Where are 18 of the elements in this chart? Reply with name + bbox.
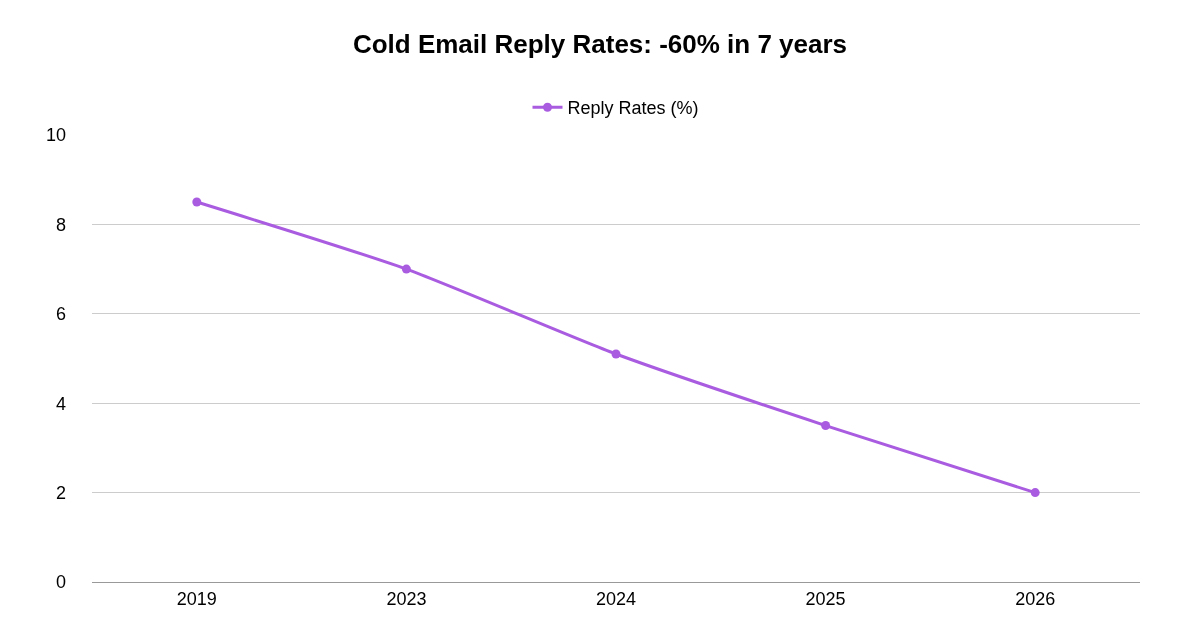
x-tick-label: 2024 [595,588,637,609]
x-tick-label: 2025 [805,588,846,609]
point [192,197,202,207]
y-tick-label: 6 [55,304,66,325]
y-tick-label: 0 [55,572,66,593]
point [401,264,411,274]
y-tick-label: 8 [55,214,66,235]
y-tick-label: 2 [55,482,66,503]
x-tick-label: 2019 [176,588,217,609]
y-tick-label: 4 [55,393,66,414]
point [611,349,621,359]
legend-label: Reply Rates (%) [567,98,699,119]
point [1030,488,1040,498]
point [821,421,831,431]
x-tick-label: 2023 [386,588,427,609]
y-tick-label: 10 [45,125,66,146]
x-tick-label: 2026 [1015,588,1056,609]
chart-title: Cold Email Reply Rates: -60% in 7 years [352,28,848,59]
